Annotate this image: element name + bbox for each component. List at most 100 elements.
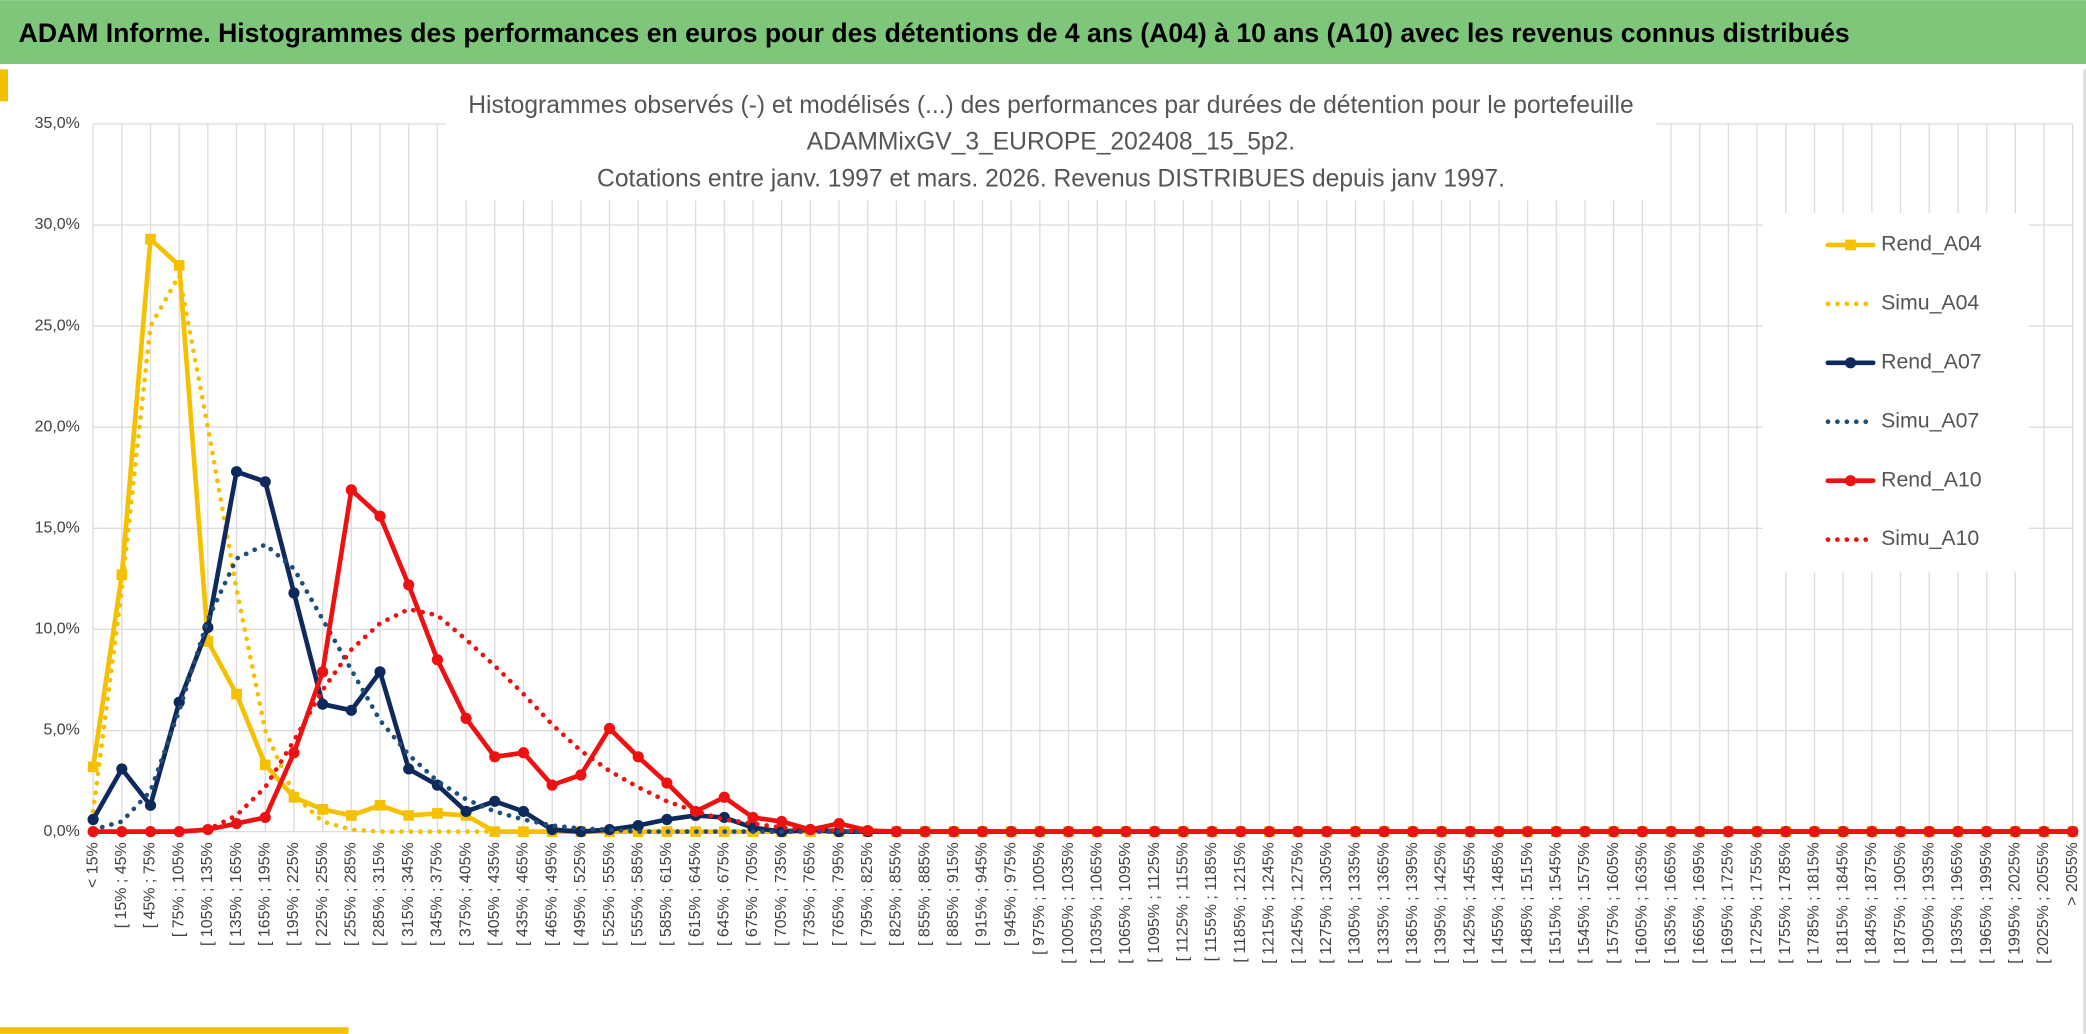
x-tick-label: [ 1155% ; 1185%	[1203, 842, 1220, 961]
point-marker	[346, 810, 357, 821]
x-tick-label: [ 1725% ; 1755%	[1748, 842, 1765, 964]
x-tick-label: [ 105% ; 135%	[199, 842, 216, 946]
legend-label: Rend_A07	[1881, 349, 1982, 373]
point-marker	[632, 819, 644, 832]
legend: Rend_A04 Simu_A04 Rend_A07 Simu_A07 Rend_A10…	[1762, 213, 2029, 573]
x-tick-label: [ 45% ; 75%	[142, 842, 159, 928]
x-tick-label: [ 345% ; 375%	[429, 842, 446, 946]
x-tick-label: [ 165% ; 195%	[256, 842, 273, 946]
y-tick-label: 5,0%	[43, 722, 79, 739]
x-tick-label: [ 1695% ; 1725%	[1720, 842, 1737, 964]
point-marker	[1493, 826, 1505, 838]
point-marker	[747, 811, 759, 824]
accent-left	[0, 69, 8, 102]
x-tick-label: [ 495% ; 525%	[572, 842, 589, 946]
point-marker	[1579, 826, 1591, 838]
point-marker	[1464, 826, 1476, 838]
x-tick-label: [ 1275% ; 1305%	[1318, 842, 1335, 964]
x-tick-label: [ 1425% ; 1455%	[1461, 842, 1478, 964]
point-marker	[460, 712, 472, 724]
x-tick-label: [ 855% ; 885%	[916, 842, 933, 946]
point-marker	[1349, 826, 1362, 838]
x-tick-label: [ 195% ; 225%	[285, 842, 302, 946]
legend-marker	[1844, 475, 1857, 487]
legend-label: Simu_A04	[1881, 291, 1979, 315]
x-tick-label: [ 615% ; 645%	[687, 842, 704, 946]
x-tick-label: [ 1665% ; 1695%	[1691, 842, 1708, 964]
y-tick-label: 35,0%	[35, 115, 80, 132]
point-marker	[374, 666, 386, 678]
y-tick-label: 15,0%	[35, 520, 80, 537]
x-tick-label: [ 405% ; 435%	[486, 842, 503, 946]
x-tick-label: [ 135% ; 165%	[228, 842, 245, 946]
accent-bottom	[0, 1027, 349, 1034]
x-tick-label: [ 1035% ; 1065%	[1088, 842, 1105, 964]
grid: < 15% [ 15% ; 45% [ 45% ; 75% [ 75% ; 105% […	[35, 115, 2081, 964]
legend-background	[1762, 213, 2029, 573]
x-tick-label: [ 885% ; 915%	[945, 842, 962, 946]
x-tick-label: [ 1245% ; 1275%	[1289, 842, 1306, 964]
x-tick-label: [ 1605% ; 1635%	[1634, 842, 1651, 964]
x-tick-label: [ 315% ; 345%	[400, 842, 417, 946]
series-line	[90, 487, 2076, 834]
y-tick-label: 0,0%	[43, 823, 79, 840]
point-marker	[403, 763, 415, 775]
x-tick-label: [ 525% ; 555%	[601, 842, 618, 946]
y-tick-label: 10,0%	[35, 621, 80, 638]
point-marker	[517, 747, 530, 759]
x-tick-label: [ 1965% ; 1995%	[1978, 842, 1995, 964]
point-marker	[1550, 826, 1562, 838]
point-marker	[87, 761, 99, 773]
point-marker	[833, 817, 845, 830]
legend-marker	[1845, 239, 1856, 251]
point-marker	[661, 813, 673, 826]
point-marker	[489, 751, 501, 763]
x-tick-label: [ 555% ; 585%	[629, 842, 646, 946]
point-marker	[776, 815, 788, 828]
point-marker	[288, 791, 300, 803]
x-tick-label: < 15%	[84, 842, 101, 888]
frame-right	[2083, 69, 2086, 1034]
point-marker	[145, 233, 156, 245]
point-marker	[1321, 826, 1333, 838]
point-marker	[632, 751, 644, 763]
point-marker	[231, 688, 242, 700]
x-tick-label: [ 1875% ; 1905%	[1892, 842, 1909, 964]
x-tick-label: [ 1335% ; 1365%	[1375, 842, 1392, 964]
point-marker	[374, 510, 386, 522]
point-marker	[317, 666, 329, 678]
series-line	[90, 606, 2076, 834]
point-marker	[403, 810, 415, 821]
x-tick-label: [ 645% ; 675%	[716, 842, 733, 946]
y-tick-label: 30,0%	[35, 216, 80, 233]
point-marker	[116, 569, 128, 581]
x-tick-label: [ 735% ; 765%	[802, 842, 819, 946]
y-tick-label: 25,0%	[35, 317, 80, 334]
point-marker	[288, 747, 300, 759]
x-tick-label: [ 465% ; 495%	[543, 842, 560, 946]
point-marker	[432, 808, 443, 819]
point-marker	[431, 654, 443, 666]
x-tick-label: [ 1755% ; 1785%	[1777, 842, 1794, 964]
y-tick-label: 20,0%	[35, 418, 80, 435]
point-marker	[460, 805, 472, 817]
x-tick-label: [ 1905% ; 1935%	[1920, 842, 1937, 964]
x-tick-label: [ 375% ; 405%	[457, 842, 474, 946]
x-tick-label: [ 915% ; 945%	[974, 842, 991, 946]
point-marker	[661, 777, 673, 789]
point-marker	[1522, 826, 1534, 838]
x-tick-label: [ 225% ; 255%	[314, 842, 331, 946]
x-tick-label: [ 1485% ; 1515%	[1519, 842, 1536, 964]
x-tick-label: [ 945% ; 975%	[1002, 842, 1019, 946]
point-marker	[2038, 826, 2050, 838]
x-tick-label: [ 15% ; 45%	[113, 842, 130, 928]
point-marker	[259, 811, 271, 824]
point-marker	[230, 817, 243, 830]
x-tick-label: [ 675% ; 705%	[744, 842, 761, 946]
point-marker	[1263, 826, 1275, 838]
header-bar	[0, 0, 2086, 65]
point-marker	[173, 260, 185, 271]
x-tick-label: > 2055%	[2064, 842, 2081, 905]
